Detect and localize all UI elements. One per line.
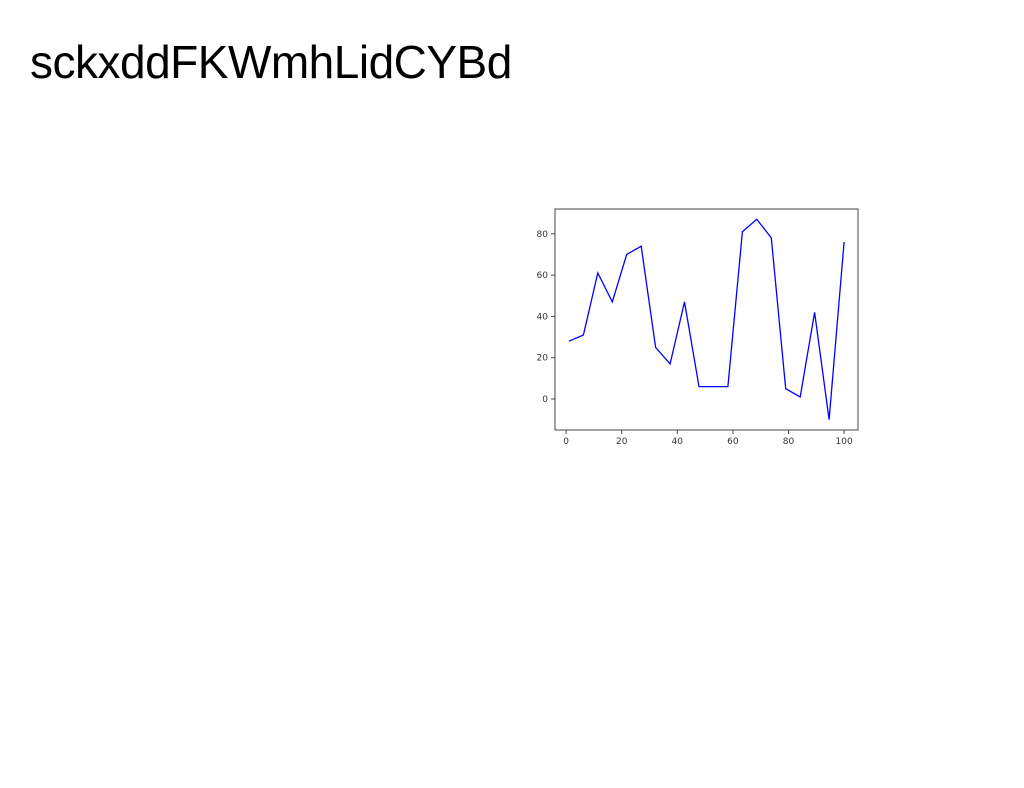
series-line-1 [568, 218, 845, 420]
y-tick-label: 80 [537, 230, 549, 240]
x-tick-label: 0 [563, 437, 569, 447]
x-tick-label: 40 [672, 437, 684, 447]
y-axis: 0 20 40 60 80 [537, 230, 555, 405]
series-layer [568, 218, 845, 420]
x-tick-label: 100 [836, 437, 853, 447]
plot-frame [554, 208, 859, 431]
y-tick-label: 0 [542, 395, 548, 405]
page-title: sckxddFKWmhLidCYBd [30, 36, 512, 88]
x-tick-label: 60 [727, 437, 739, 447]
y-tick-label: 40 [537, 312, 549, 322]
x-tick-label: 20 [616, 437, 628, 447]
y-tick-label: 60 [537, 271, 549, 281]
x-tick-label: 80 [783, 437, 795, 447]
x-axis: 0 20 40 60 80 100 [563, 430, 853, 447]
y-tick-label: 20 [537, 354, 549, 364]
